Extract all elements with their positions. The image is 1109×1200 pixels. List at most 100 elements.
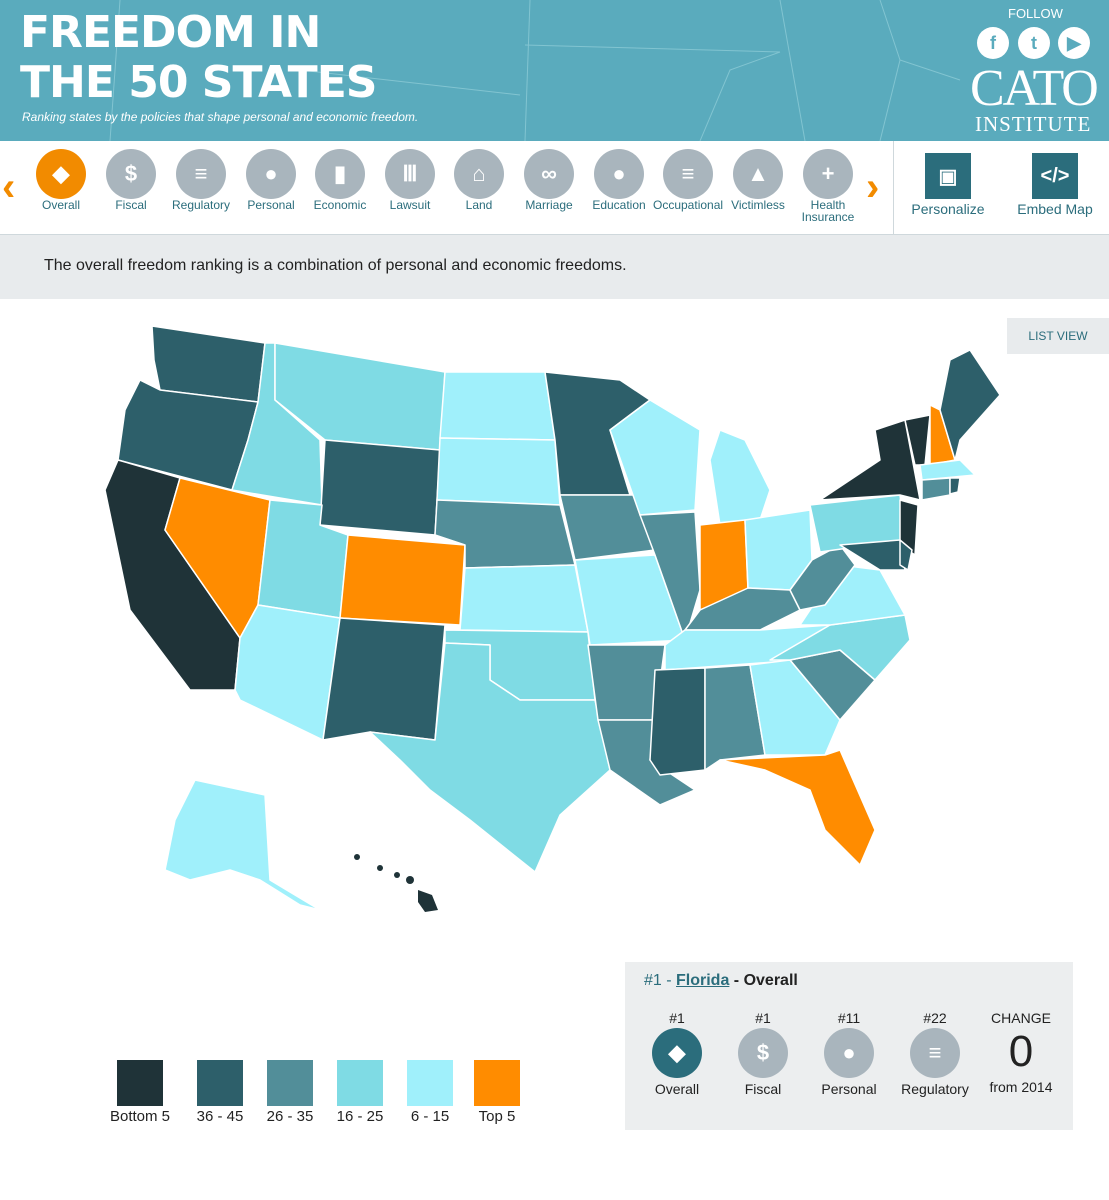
embed-map-button[interactable]: </> Embed Map — [1012, 153, 1098, 217]
state-alaska[interactable] — [164, 779, 321, 911]
detail-regulatory-label: Regulatory — [901, 1081, 969, 1097]
detail-suffix: - Overall — [729, 972, 798, 989]
change-sub: from 2014 — [989, 1079, 1053, 1095]
state-new-mexico[interactable] — [322, 617, 446, 741]
description-bar: The overall freedom ranking is a combina… — [0, 235, 1109, 299]
state-south-dakota[interactable] — [436, 437, 561, 506]
state-massachusetts[interactable] — [919, 459, 976, 481]
nav-category-fiscal[interactable]: $ Fiscal — [96, 149, 166, 211]
state-florida[interactable] — [719, 749, 876, 866]
document-icon: ≡ — [176, 149, 226, 199]
header-background-map — [109, 0, 961, 141]
nav-category-lawsuit[interactable]: Ⅲ Lawsuit — [375, 149, 445, 211]
detail-change: CHANGE 0 from 2014 — [978, 1010, 1064, 1095]
nav-next-arrow-icon[interactable]: › — [866, 165, 880, 209]
detail-personal-rank: #11 — [837, 1010, 861, 1026]
nav-category-marriage[interactable]: ∞ Marriage — [514, 149, 584, 211]
state-mississippi[interactable] — [649, 667, 706, 776]
state-alabama[interactable] — [704, 664, 766, 771]
youtube-icon[interactable]: ▶ — [1058, 27, 1090, 59]
nav-prev-arrow-icon[interactable]: ‹ — [2, 165, 16, 209]
state-illinois[interactable] — [639, 511, 701, 641]
dollar-icon: $ — [106, 149, 156, 199]
legend-item: 36 - 45 — [192, 1060, 248, 1125]
nav-category-education[interactable]: ● Education — [584, 149, 654, 211]
nav-category-label: Education — [592, 198, 646, 212]
nav-category-regulatory[interactable]: ≡ Regulatory — [166, 149, 236, 211]
state-wisconsin[interactable] — [609, 399, 701, 516]
title-line-2: THE 50 STATES — [20, 57, 377, 108]
legend-swatch — [407, 1060, 453, 1106]
nav-category-label: Regulatory — [171, 198, 231, 212]
description-text: The overall freedom ranking is a combina… — [44, 257, 627, 274]
nav-category-label: Marriage — [525, 198, 573, 212]
courthouse-icon: Ⅲ — [385, 149, 435, 199]
nav-category-economic[interactable]: ▮ Economic — [305, 149, 375, 211]
dollar-icon: $ — [738, 1028, 788, 1078]
state-rhode-island[interactable] — [949, 477, 961, 495]
detail-fiscal-rank: #1 — [755, 1010, 771, 1026]
state-maryland[interactable] — [839, 539, 906, 571]
nav-category-personal[interactable]: ● Personal — [236, 149, 306, 211]
header-banner: FREEDOM IN THE 50 STATES Ranking states … — [0, 0, 1109, 141]
legend-item: 6 - 15 — [402, 1060, 458, 1125]
detail-fiscal-label: Fiscal — [744, 1081, 782, 1097]
nav-category-occupational[interactable]: ≡ Occupational — [653, 149, 723, 211]
cato-logo[interactable]: CATO — [970, 60, 1099, 117]
person-icon: ● — [824, 1028, 874, 1078]
nav-category-land[interactable]: ⌂ Land — [444, 149, 514, 211]
state-texas[interactable] — [369, 642, 611, 873]
state-north-dakota[interactable] — [439, 371, 556, 441]
state-new-jersey[interactable] — [899, 499, 919, 556]
state-new-york[interactable] — [819, 419, 921, 501]
list-view-button[interactable]: LIST VIEW — [1007, 318, 1109, 354]
twitter-icon[interactable]: t — [1018, 27, 1050, 59]
legend-swatch — [337, 1060, 383, 1106]
subtitle: Ranking states by the policies that shap… — [22, 110, 419, 124]
nav-category-label: Land — [465, 198, 493, 212]
embed-map-label: Embed Map — [1017, 201, 1093, 217]
nav-category-health-insurance[interactable]: + Health Insurance — [793, 149, 863, 223]
detail-regulatory-rank: #22 — [923, 1010, 947, 1026]
legend-label: 26 - 35 — [266, 1108, 314, 1125]
state-michigan[interactable] — [709, 429, 771, 526]
legend-swatch — [474, 1060, 520, 1106]
facebook-icon[interactable]: f — [977, 27, 1009, 59]
state-wyoming[interactable] — [319, 439, 441, 536]
change-label: CHANGE — [991, 1010, 1051, 1026]
detail-personal: #11 ● Personal — [806, 1010, 892, 1097]
legend-swatch — [267, 1060, 313, 1106]
detail-personal-label: Personal — [821, 1081, 877, 1097]
state-delaware[interactable] — [899, 539, 913, 571]
document-icon: ≡ — [910, 1028, 960, 1078]
legend-label: Bottom 5 — [109, 1108, 171, 1125]
rings-icon: ∞ — [524, 149, 574, 199]
state-arizona[interactable] — [234, 604, 341, 741]
title-line-1: FREEDOM IN — [20, 7, 321, 58]
nav-category-victimless[interactable]: ▲ Victimless — [723, 149, 793, 211]
personalize-icon: ▣ — [925, 153, 971, 199]
state-kansas[interactable] — [459, 564, 589, 633]
state-colorado[interactable] — [339, 534, 466, 626]
legend-item: Top 5 — [472, 1060, 522, 1125]
detail-heading: #1 - Florida - Overall — [644, 972, 798, 990]
detail-state-link[interactable]: Florida — [676, 972, 730, 989]
state-connecticut[interactable] — [921, 477, 951, 501]
state-hawaii[interactable] — [354, 854, 438, 912]
nav-category-overall[interactable]: ◆ Overall — [26, 149, 96, 211]
legend-item: 16 - 25 — [332, 1060, 388, 1125]
nav-category-label: Fiscal — [115, 198, 147, 212]
nav-category-label: Victimless — [731, 198, 785, 212]
us-freedom-map — [104, 325, 1001, 912]
cato-logo-sub: INSTITUTE — [975, 112, 1092, 136]
legend-swatch — [197, 1060, 243, 1106]
state-georgia[interactable] — [749, 659, 841, 756]
code-icon: </> — [1032, 153, 1078, 199]
nav-category-label: Lawsuit — [389, 198, 431, 212]
state-minnesota[interactable] — [544, 371, 651, 496]
nav-category-label: Occupational — [653, 198, 724, 212]
state-west-virginia[interactable] — [789, 544, 856, 611]
personalize-button[interactable]: ▣ Personalize — [905, 153, 991, 217]
follow-label: FOLLOW — [1008, 6, 1063, 21]
state-missouri[interactable] — [574, 554, 686, 646]
